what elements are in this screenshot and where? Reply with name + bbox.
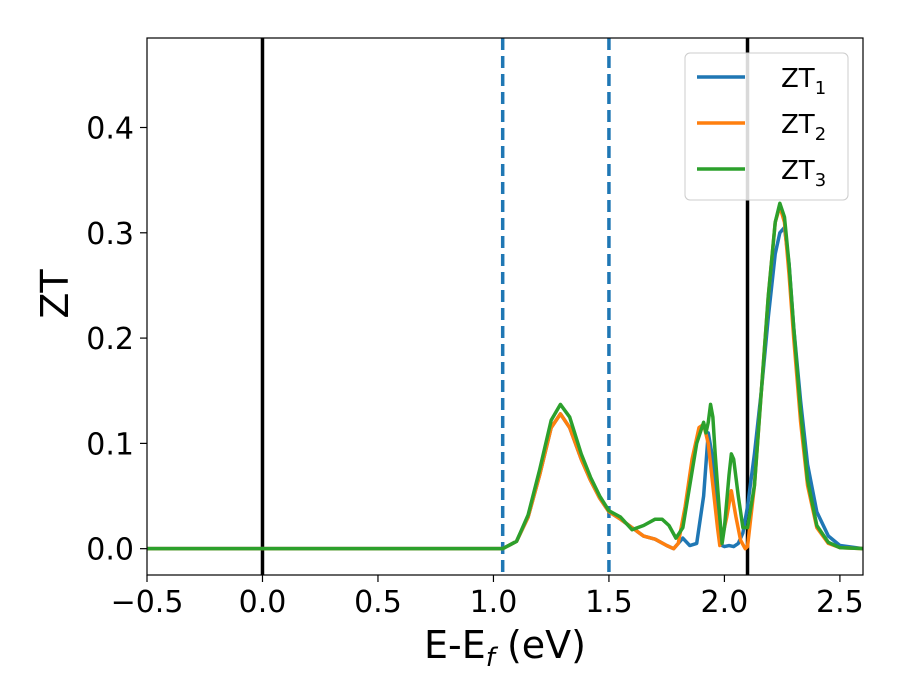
x-tick-label: 0.5 [354,585,402,620]
y-tick-label: 0.4 [86,112,134,147]
legend-label-zt1: ZT1 [781,64,826,99]
axes: −0.5 0.0 0.5 1.0 1.5 2.0 2.5 0.0 0.1 0.2 0.3 0.4 [86,37,864,620]
y-axis-label: ZT [33,269,77,319]
x-axis-label-main: E-E [424,623,486,667]
legend-label-zt2: ZT2 [781,110,826,145]
x-tick-label: 1.5 [585,585,633,620]
y-tick-label: 0.0 [86,533,134,568]
x-tick-label: 2.0 [701,585,749,620]
legend-label-zt3: ZT3 [781,156,826,191]
plot-frame [146,37,864,576]
legend: ZT1 ZT2 ZT3 [684,52,849,201]
series-line-zt1 [147,225,863,551]
legend-box [684,52,849,201]
y-tick-label: 0.2 [86,322,134,357]
x-tick-label: 2.5 [816,585,864,620]
y-tick-label: 0.1 [86,427,134,462]
x-axis-label: E-Ef (eV) [424,623,586,673]
series-line-zt2 [147,204,863,551]
x-axis-label-suffix: (eV) [495,623,586,667]
series-line-zt3 [147,201,863,551]
x-tick-label: 1.0 [470,585,518,620]
x-tick-label: −0.5 [111,585,184,620]
y-tick-label: 0.3 [86,217,134,252]
x-tick-label: 0.0 [239,585,287,620]
